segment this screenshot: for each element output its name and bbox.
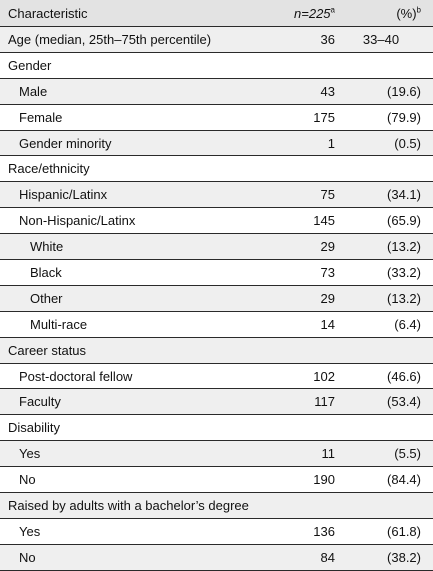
row-pct: (65.9) [387, 213, 421, 229]
row-n: 190 [313, 472, 335, 488]
row-n: 102 [313, 368, 335, 384]
row-label: Female [19, 109, 63, 125]
table-row: Gender minority 1 (0.5) [0, 130, 433, 157]
row-n: 75 [320, 187, 335, 203]
row-label: Age (median, 25th–75th percentile) [8, 31, 212, 47]
table-row: Non-Hispanic/Latinx 145 (65.9) [0, 208, 433, 235]
row-pct: (38.2) [387, 549, 421, 565]
table-row: Male 43 (19.6) [0, 78, 433, 105]
table-row: Disability [0, 415, 433, 442]
row-n: 175 [313, 109, 335, 125]
row-n: 136 [313, 523, 335, 539]
row-label: Gender [8, 57, 52, 73]
row-label: Yes [19, 446, 41, 462]
row-label: Disability [8, 420, 61, 436]
table-row: Post-doctoral fellow 102 (46.6) [0, 364, 433, 390]
row-pct: (6.4) [394, 316, 421, 332]
row-n: 11 [321, 446, 336, 462]
table-row: No 190 (84.4) [0, 467, 433, 494]
row-label: Male [19, 83, 48, 99]
table-row: No 84 (38.2) [0, 544, 433, 571]
row-n: 29 [320, 239, 335, 255]
row-label: Other [30, 290, 63, 306]
row-label: Raised by adults with a bachelor’s degre… [8, 497, 249, 513]
header-characteristic: Characteristic [8, 5, 88, 21]
row-pct: (53.4) [387, 394, 421, 410]
row-label: No [19, 472, 36, 488]
row-pct: (79.9) [387, 109, 421, 125]
row-n: 73 [320, 264, 335, 280]
row-n: 117 [314, 394, 335, 410]
table-row: Faculty 117 (53.4) [0, 389, 433, 416]
table-row: Hispanic/Latinx 75 (34.1) [0, 182, 433, 209]
row-pct: (19.6) [387, 83, 421, 99]
row-pct: 33–40 [362, 31, 400, 47]
row-n: 36 [320, 31, 335, 47]
table-row: Other 29 (13.2) [0, 285, 433, 312]
row-label: Yes [19, 523, 41, 539]
row-label: White [30, 239, 64, 255]
row-n: 84 [320, 549, 335, 565]
table-row: Black 73 (33.2) [0, 260, 433, 286]
row-pct: (61.8) [387, 523, 421, 539]
table-row: Yes 11 (5.5) [0, 441, 433, 468]
row-n: 1 [327, 135, 335, 151]
row-label: No [19, 549, 36, 565]
table-row: Multi-race 14 (6.4) [0, 312, 433, 338]
row-n: 29 [320, 290, 335, 306]
row-label: Hispanic/Latinx [19, 187, 108, 203]
table-row: Race/ethnicity [0, 156, 433, 183]
table-row: Raised by adults with a bachelor’s degre… [0, 493, 433, 519]
header-percent: (%)b [396, 5, 421, 21]
row-label: Faculty [19, 394, 61, 410]
table-row: Age (median, 25th–75th percentile) 36 33… [0, 27, 433, 53]
row-pct: (84.4) [387, 472, 421, 488]
row-label: Gender minority [19, 135, 112, 151]
row-label: Career status [8, 342, 87, 358]
row-n: 14 [320, 316, 335, 332]
table-row: Female 175 (79.9) [0, 105, 433, 131]
row-pct: (5.5) [394, 446, 421, 462]
row-pct: (46.6) [387, 368, 421, 384]
row-n: 43 [320, 83, 335, 99]
row-label: Multi-race [30, 316, 88, 332]
row-n: 145 [313, 213, 335, 229]
row-label: Non-Hispanic/Latinx [19, 213, 136, 229]
row-label: Black [30, 264, 62, 280]
row-pct: (33.2) [387, 264, 421, 280]
row-pct: (13.2) [387, 290, 421, 306]
row-pct: (0.5) [394, 135, 421, 151]
row-label: Race/ethnicity [8, 161, 90, 177]
table-row: White 29 (13.2) [0, 234, 433, 261]
header-n: n=225a [294, 5, 335, 21]
row-pct: (34.1) [387, 187, 421, 203]
table-row: Career status [0, 337, 433, 364]
table-row: Yes 136 (61.8) [0, 519, 433, 545]
row-pct: (13.2) [387, 239, 421, 255]
table-header-row: Characteristic n=225a (%)b [0, 0, 433, 27]
table-row: Gender [0, 53, 433, 79]
row-label: Post-doctoral fellow [19, 368, 133, 384]
